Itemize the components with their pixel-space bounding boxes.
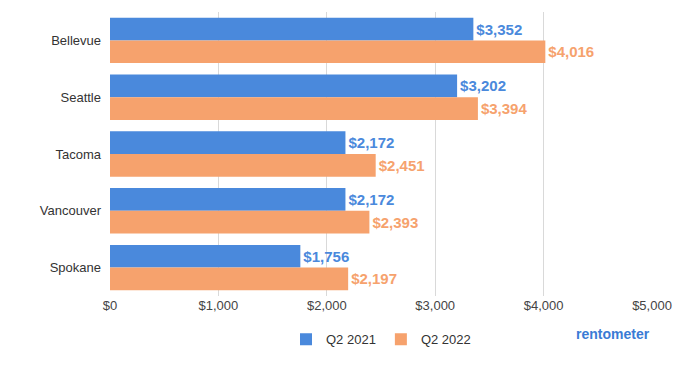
svg-text:Tacoma: Tacoma <box>55 147 101 162</box>
svg-text:Q2 2022: Q2 2022 <box>421 332 471 347</box>
svg-text:$3,000: $3,000 <box>415 298 455 313</box>
svg-text:$3,394: $3,394 <box>481 100 528 117</box>
svg-text:$3,202: $3,202 <box>460 77 506 94</box>
svg-text:Bellevue: Bellevue <box>51 33 101 48</box>
svg-text:$2,451: $2,451 <box>379 157 425 174</box>
svg-text:Q2 2021: Q2 2021 <box>326 332 376 347</box>
svg-text:$2,197: $2,197 <box>351 270 397 287</box>
svg-text:Spokane: Spokane <box>50 260 101 275</box>
svg-text:Vancouver: Vancouver <box>40 203 102 218</box>
svg-text:$1,000: $1,000 <box>199 298 239 313</box>
svg-text:$1,756: $1,756 <box>303 248 349 265</box>
svg-text:$3,352: $3,352 <box>476 21 522 38</box>
svg-text:$2,172: $2,172 <box>348 191 394 208</box>
svg-text:$2,000: $2,000 <box>307 298 347 313</box>
svg-text:$4,016: $4,016 <box>548 43 594 60</box>
svg-text:$2,172: $2,172 <box>348 134 394 151</box>
svg-text:Seattle: Seattle <box>61 90 101 105</box>
svg-text:rentometer: rentometer <box>576 326 650 342</box>
svg-text:$4,000: $4,000 <box>524 298 564 313</box>
svg-text:$0: $0 <box>103 298 117 313</box>
svg-text:$2,393: $2,393 <box>372 214 418 231</box>
svg-text:$5,000: $5,000 <box>632 298 672 313</box>
